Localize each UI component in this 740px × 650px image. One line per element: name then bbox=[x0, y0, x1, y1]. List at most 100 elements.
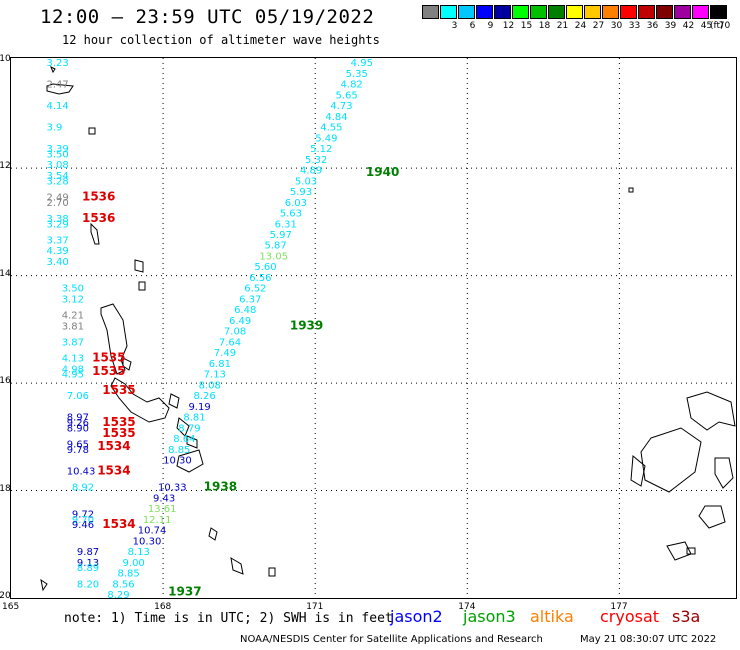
coastline bbox=[90, 222, 100, 245]
color-swatch bbox=[512, 5, 529, 19]
swh-label: 9.43 bbox=[153, 493, 175, 504]
swh-label: 2.49 bbox=[46, 192, 68, 203]
swh-label: 5.32 bbox=[305, 155, 327, 166]
color-swatch bbox=[692, 5, 709, 19]
swh-label: 9.78 bbox=[67, 445, 89, 456]
color-swatch bbox=[548, 5, 565, 19]
swh-label: 8.26 bbox=[194, 391, 216, 402]
coastline bbox=[50, 65, 56, 74]
coastline bbox=[630, 455, 646, 487]
coastline bbox=[88, 127, 96, 135]
swh-label: 4.89 bbox=[300, 166, 322, 177]
pass-time-label: 1535 bbox=[92, 351, 125, 365]
swh-label: 6.48 bbox=[234, 305, 256, 316]
color-swatch bbox=[476, 5, 493, 19]
pass-time-label: 1534 bbox=[97, 463, 130, 477]
swh-label: 4.14 bbox=[46, 101, 68, 112]
swh-label: 5.12 bbox=[310, 144, 332, 155]
swh-label: 3.81 bbox=[62, 321, 84, 332]
swh-label: 8.13 bbox=[128, 547, 150, 558]
swh-label: 8.56 bbox=[112, 579, 134, 590]
swh-label: 10.30 bbox=[163, 456, 192, 467]
swh-label: 9.70 bbox=[72, 515, 94, 526]
swh-label: 5.03 bbox=[295, 176, 317, 187]
lon-tick-label: 165 bbox=[2, 602, 20, 612]
color-swatch bbox=[566, 5, 583, 19]
swh-label: 10.74 bbox=[138, 526, 167, 537]
coastline bbox=[122, 357, 132, 371]
color-swatch bbox=[422, 5, 439, 19]
swh-label: 4.95 bbox=[351, 58, 373, 69]
swh-label: 4.55 bbox=[320, 123, 342, 134]
color-swatch bbox=[602, 5, 619, 19]
pass-time-label: 1535 bbox=[92, 364, 125, 378]
swh-label: 10.43 bbox=[67, 466, 96, 477]
swh-label: 2.70 bbox=[46, 198, 68, 209]
swh-label: 8.89 bbox=[77, 563, 99, 574]
lon-tick-label: 168 bbox=[154, 602, 172, 612]
swh-label: 3.54 bbox=[46, 171, 68, 182]
swh-label: 3.28 bbox=[46, 176, 68, 187]
color-swatch-label: 9 bbox=[487, 21, 494, 31]
swh-label: 4.13 bbox=[62, 354, 84, 365]
color-swatch bbox=[584, 5, 601, 19]
lon-tick-label: 177 bbox=[610, 602, 628, 612]
swh-label: 2.47 bbox=[46, 80, 68, 91]
lat-tick-label: -18 bbox=[0, 483, 11, 494]
coastline bbox=[176, 449, 204, 473]
swh-label: 13.61 bbox=[148, 504, 177, 515]
map-plot-area: 3.23 2.47 4.14 3.9 3.39 3.50 3.08 3.54 3.28 2.49 2… bbox=[10, 57, 737, 599]
pass-time-label: 1939 bbox=[290, 318, 323, 332]
swh-label: 6.49 bbox=[229, 316, 251, 327]
lat-tick-label: -20 bbox=[0, 591, 11, 601]
swh-label: 9.87 bbox=[77, 547, 99, 558]
color-swatch-label: 42 bbox=[682, 21, 695, 31]
color-swatch-label: 45 bbox=[700, 21, 713, 31]
swh-label: 7.64 bbox=[219, 337, 241, 348]
color-swatch bbox=[458, 5, 475, 19]
swh-label: 6.81 bbox=[209, 359, 231, 370]
page-subtitle: 12 hour collection of altimeter wave hei… bbox=[62, 33, 380, 47]
coastline bbox=[268, 567, 276, 577]
coastline bbox=[628, 187, 634, 193]
swh-label: 3.9 bbox=[46, 123, 62, 134]
pass-time-label: 1535 bbox=[102, 383, 135, 397]
color-swatch-label: 21 bbox=[556, 21, 569, 31]
swh-label: 5.49 bbox=[315, 133, 337, 144]
lat-tick-label: -16 bbox=[0, 376, 11, 387]
swh-label: 8.85 bbox=[168, 445, 190, 456]
color-swatch bbox=[620, 5, 637, 19]
swh-label: 9.00 bbox=[123, 558, 145, 569]
swh-label: 7.13 bbox=[204, 370, 226, 381]
coastline bbox=[686, 547, 696, 555]
swh-label: 4.73 bbox=[330, 101, 352, 112]
lon-tick-label: 174 bbox=[458, 602, 476, 612]
pass-time-label: 1536 bbox=[82, 189, 115, 203]
color-swatch bbox=[494, 5, 511, 19]
coastline bbox=[230, 557, 244, 575]
color-swatch bbox=[440, 5, 457, 19]
swh-label: 8.20 bbox=[77, 579, 99, 590]
lon-tick-label: 171 bbox=[306, 602, 324, 612]
color-swatch bbox=[710, 5, 727, 19]
lat-tick-label: -12 bbox=[0, 161, 11, 172]
swh-label: 3.87 bbox=[62, 337, 84, 348]
swh-label: 4.82 bbox=[341, 80, 363, 91]
lat-tick-label: -14 bbox=[0, 268, 11, 279]
swh-label: 8.81 bbox=[183, 413, 205, 424]
swh-label: 9.19 bbox=[188, 402, 210, 413]
swh-label: 6.52 bbox=[244, 284, 266, 295]
coastline bbox=[208, 527, 218, 541]
pass-time-label: 1535 bbox=[102, 415, 135, 429]
swh-label: 4.98 bbox=[62, 364, 84, 375]
coastline bbox=[640, 427, 702, 493]
pass-time-label: 1534 bbox=[102, 517, 135, 531]
pass-time-label: 1536 bbox=[82, 211, 115, 225]
color-swatch-label: 70 bbox=[718, 21, 731, 31]
swh-label: 7.06 bbox=[67, 391, 89, 402]
pass-time-label: 1940 bbox=[366, 165, 399, 179]
satellite-legend-item: altika bbox=[530, 607, 574, 626]
color-swatch bbox=[674, 5, 691, 19]
swh-label: 3.50 bbox=[62, 284, 84, 295]
